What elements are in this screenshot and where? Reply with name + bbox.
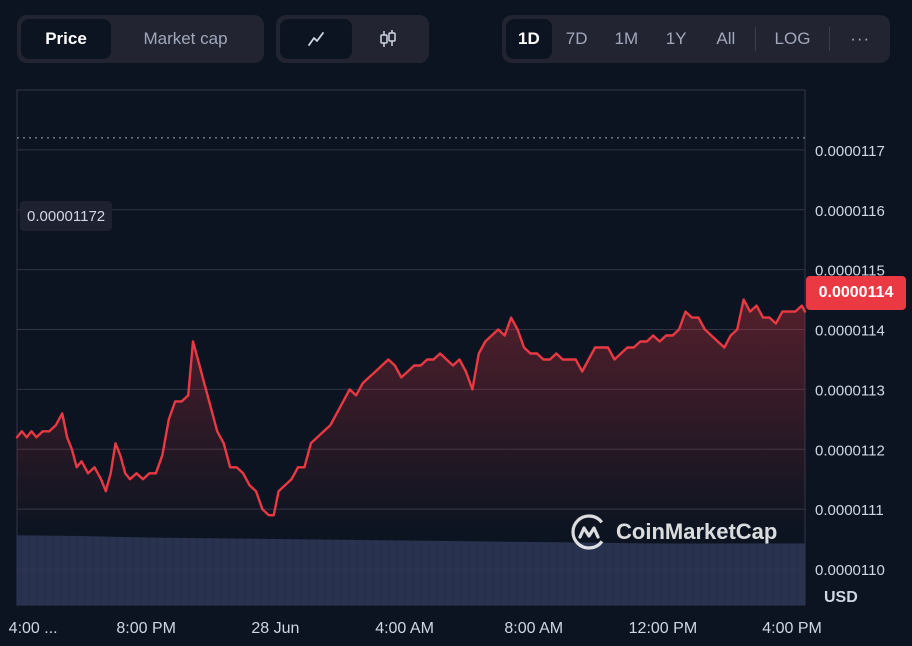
y-tick-label-2: 0.0000115 <box>815 263 885 280</box>
y-tick-label-0: 0.0000117 <box>815 143 885 160</box>
current-price-tag: 0.0000114 <box>806 276 906 310</box>
market-cap-tab[interactable]: Market cap <box>143 29 228 48</box>
range-1d-tab[interactable]: 1D <box>506 19 552 59</box>
candlestick-icon <box>380 30 396 47</box>
range-7d-tab[interactable]: 7D <box>565 29 588 48</box>
x-tick-label-5: 12:00 PM <box>629 620 697 637</box>
price-tab[interactable]: Price <box>21 19 111 59</box>
x-axis: 4:00 ... 8:00 PM 28 Jun 4:00 AM 8:00 AM 12:00… <box>9 620 822 637</box>
coinmarketcap-watermark: CoinMarketCap <box>570 512 777 552</box>
y-axis: 0.0000117 0.0000116 0.0000115 0.0000114 0.00… <box>815 143 885 579</box>
x-tick-label-6: 4:00 PM <box>762 620 822 637</box>
y-tick-label-3: 0.0000114 <box>815 323 885 340</box>
more-options-button[interactable]: ··· <box>850 29 871 48</box>
high-price-label: 0.00001172 <box>20 201 113 231</box>
x-tick-label-0: 4:00 ... <box>9 620 58 637</box>
x-tick-label-3: 4:00 AM <box>375 620 434 637</box>
range-1m-tab[interactable]: 1M <box>614 29 639 48</box>
range-1y-tab[interactable]: 1Y <box>665 29 687 48</box>
line-chart-icon <box>308 32 324 46</box>
currency-label: USD <box>824 589 858 606</box>
price-line-group <box>15 298 807 517</box>
range-all-tab[interactable]: All <box>716 29 736 48</box>
watermark-text: CoinMarketCap <box>616 519 778 544</box>
toolbar-divider <box>754 27 756 51</box>
price-area <box>17 299 805 530</box>
price-area-fill <box>17 299 805 530</box>
chart-type-toggle <box>276 15 429 63</box>
price-line <box>15 298 807 517</box>
y-tick-label-7: 0.0000110 <box>815 562 885 579</box>
line-chart-button[interactable] <box>280 19 352 59</box>
y-tick-label-6: 0.0000111 <box>815 502 884 519</box>
x-tick-label-4: 8:00 AM <box>504 620 563 637</box>
metric-toggle: Price Market cap <box>17 15 264 63</box>
y-tick-label-4: 0.0000113 <box>815 382 885 399</box>
x-tick-label-1: 8:00 PM <box>116 620 176 637</box>
toolbar-divider <box>829 27 831 51</box>
volume-bars <box>17 530 805 605</box>
y-tick-label-5: 0.0000112 <box>815 442 885 459</box>
time-range-toggle: 1D 7D 1M 1Y All LOG ··· <box>502 15 890 63</box>
candlestick-button[interactable] <box>352 19 424 59</box>
log-scale-toggle[interactable]: LOG <box>774 29 811 48</box>
coinmarketcap-logo-icon <box>571 514 607 550</box>
y-tick-label-1: 0.0000116 <box>815 203 885 220</box>
volume-area <box>17 535 805 605</box>
x-tick-label-2: 28 Jun <box>251 620 299 637</box>
